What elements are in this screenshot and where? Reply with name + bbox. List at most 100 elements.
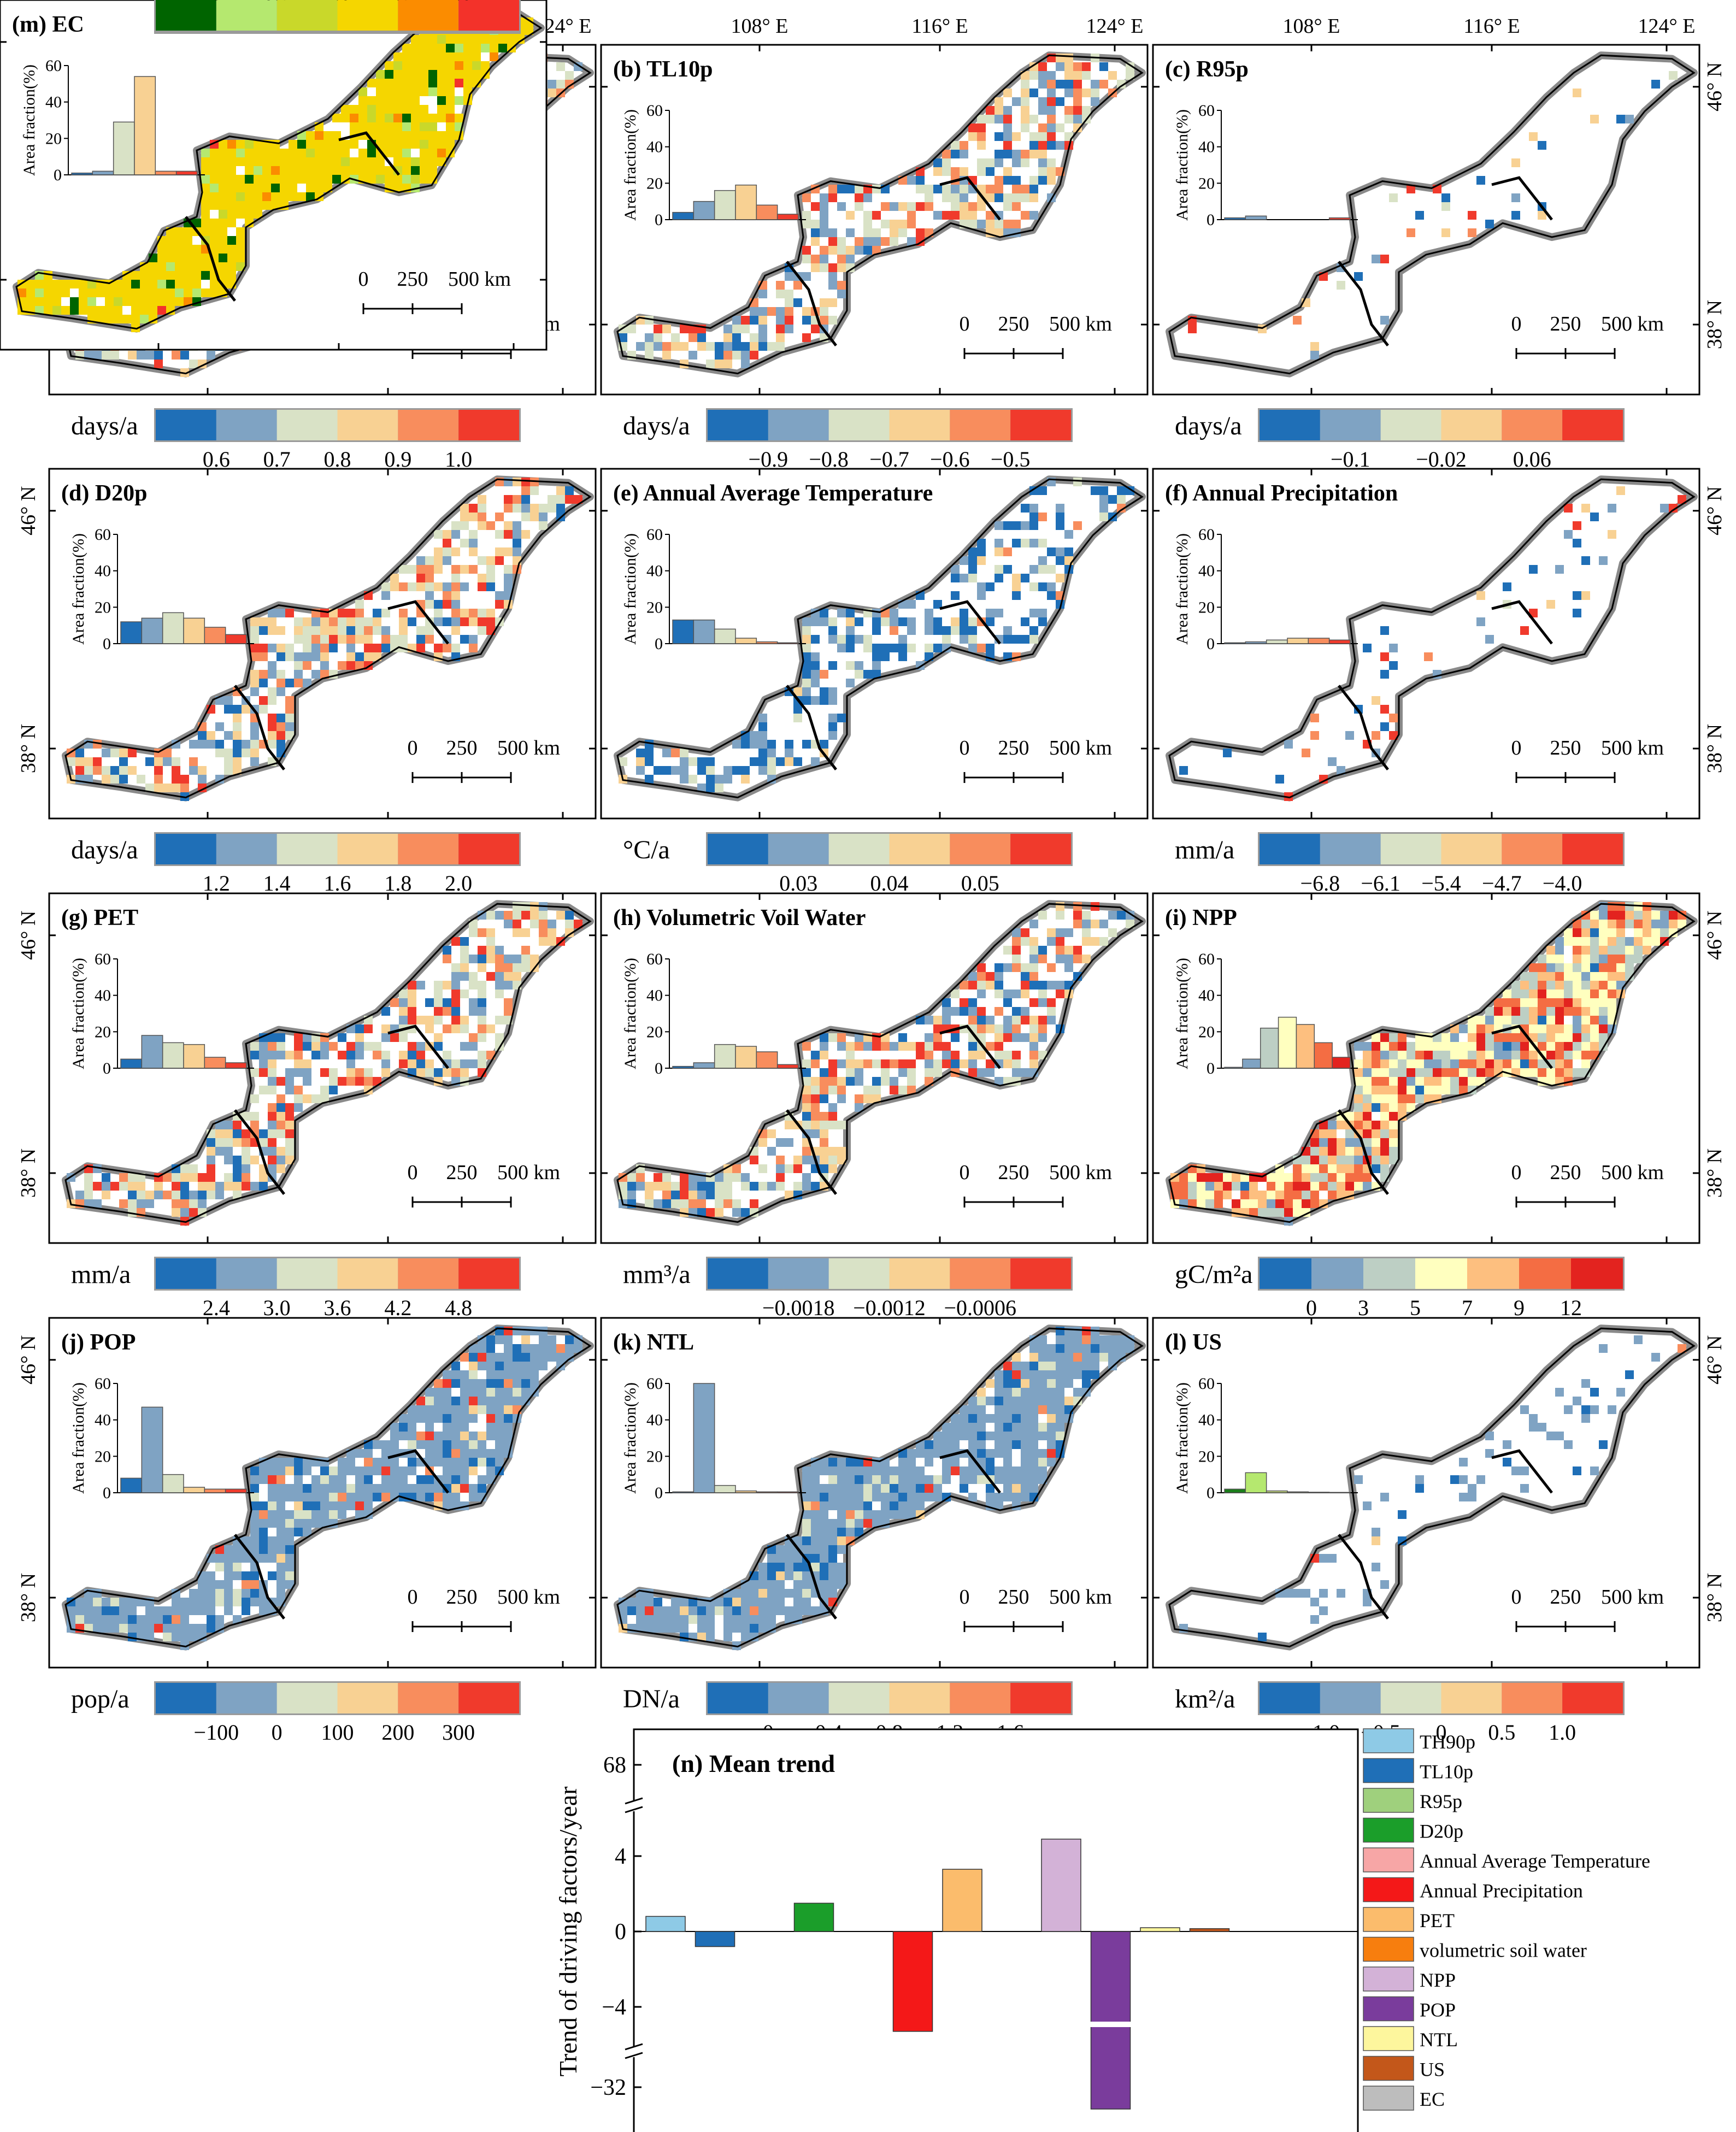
hist-bar (693, 619, 715, 644)
hist-axis-label: Area fraction(%) (621, 533, 639, 645)
hist-bar (1308, 638, 1330, 644)
legend-swatch (1363, 2086, 1414, 2111)
lat-label: 46° N (0, 0, 25, 5)
hist-bar (714, 1485, 736, 1493)
scale-label: 250 (1550, 1586, 1581, 1609)
legend-swatch (1363, 2056, 1414, 2081)
hist-bar (1224, 217, 1246, 220)
panel-title: (f) Annual Precipitation (1165, 481, 1398, 506)
inset-histogram: 0 20 40 60 Area fraction(%) (69, 1375, 254, 1502)
province-boundary (939, 176, 1001, 221)
hist-bar (693, 201, 715, 220)
y-tick-label: −32 (590, 2075, 626, 2100)
colorbar-swatch (1502, 1683, 1563, 1713)
panel-title: (m) EC (12, 12, 84, 37)
hist-bar (225, 1488, 247, 1493)
inset-histogram: 0 20 40 60 Area fraction(%) (20, 57, 205, 184)
hist-bar (672, 1065, 695, 1069)
colorbar-tick-label: 0.06 (1513, 447, 1551, 472)
map-panel-j: (j) POP 0 20 40 60 Area fraction(%) 0 250 500 km (48, 1317, 597, 1669)
panel-title: (e) Annual Average Temperature (613, 481, 933, 506)
scale-label: 250 (998, 1586, 1029, 1609)
colorbar-swatch (1260, 410, 1320, 440)
colorbar-unit: days/a (71, 835, 138, 864)
hist-axis-label: Area fraction(%) (1173, 533, 1191, 645)
colorbar-swatch (828, 1258, 890, 1289)
colorbar-swatch (1441, 834, 1502, 864)
colorbar-swatch (889, 834, 950, 864)
hist-tick-label: 40 (95, 1411, 111, 1429)
colorbar-tick-label: 0.03 (779, 871, 817, 896)
hist-bar (141, 617, 163, 644)
hist-tick-label: 60 (1198, 102, 1215, 120)
colorbar-swatch (950, 1258, 1011, 1289)
scale-bar: 0 250 500 km (960, 313, 1112, 359)
lon-label: 124° E (1086, 15, 1144, 38)
hist-bar (735, 638, 757, 644)
legend-label: EC (1420, 2088, 1445, 2110)
region-border (64, 1327, 592, 1648)
bar-tl10p (695, 1931, 735, 1947)
chart-frame (633, 1728, 1359, 2132)
scale-label: 500 km (1049, 313, 1112, 335)
hist-tick-label: 20 (95, 1447, 111, 1465)
colorbar-tick-label: 1.0 (1549, 1720, 1576, 1745)
colorbar-swatch (1519, 1258, 1571, 1289)
colorbar-unit: °C/a (623, 835, 670, 864)
colorbar-swatch (1260, 1683, 1320, 1713)
hist-bar (1242, 1058, 1261, 1069)
scale-label: 250 (1550, 313, 1581, 335)
hist-bar (225, 634, 247, 644)
scale-bar: 0 250 500 km (960, 1586, 1112, 1632)
colorbar-tick-label: 1.0 (445, 447, 472, 472)
scale-label: 500 km (1049, 1586, 1112, 1609)
colorbar-tick-label: 0.5 (1488, 1720, 1515, 1745)
province-boundary (786, 1109, 837, 1195)
colorbar-swatch (458, 834, 519, 864)
colorbar-swatch (1260, 834, 1320, 864)
hist-bar (162, 612, 184, 644)
map-panel-b: (b) TL10p 0 20 40 60 Area fraction(%) 0 250 500 … (600, 44, 1149, 396)
inset-histogram: 0 20 40 60 Area fraction(%) (69, 526, 254, 653)
colorbar-tick-label: 2.0 (445, 0, 472, 5)
region-border (64, 478, 592, 799)
colorbar-unit: days/a (623, 411, 690, 440)
colorbar-swatch (1010, 1683, 1071, 1713)
colorbar-tick-label: 4.2 (384, 1295, 411, 1320)
hist-tick-label: 0 (655, 1059, 663, 1077)
hist-bar (71, 172, 93, 175)
bar-d20p (793, 1903, 834, 1932)
colorbar-swatch (1010, 410, 1071, 440)
hist-bar (735, 184, 757, 220)
y-tick-label: 4 (615, 1844, 626, 1869)
scale-label: 250 (1550, 737, 1581, 759)
province-boundary (387, 1024, 449, 1069)
colorbar-swatch (458, 1683, 519, 1713)
scale-bar: 0 250 500 km (960, 1161, 1112, 1208)
colorbar-tick-label: 7 (1462, 1295, 1473, 1320)
hist-bar (120, 1477, 143, 1493)
colorbar-tick-label: 0.5 (263, 0, 291, 5)
colorbar-tick-label: 3 (1358, 1295, 1369, 1320)
colorbar-tick-label: −0.8 (809, 447, 849, 472)
province-boundary (1491, 176, 1553, 221)
colorbar-swatch (337, 0, 398, 31)
hist-bar (1314, 1042, 1333, 1069)
scale-label: 250 (446, 1161, 478, 1184)
colorbar-unit: mm³/a (623, 1260, 691, 1289)
colorbar-swatch (156, 0, 216, 31)
scale-label: 0 (1511, 737, 1522, 759)
province-boundary (1491, 1449, 1553, 1494)
colorbar-tick-label: −6.1 (1361, 871, 1400, 896)
hist-axis-label: Area fraction(%) (621, 1382, 639, 1494)
colorbar-tick-label: −0.9 (749, 447, 788, 472)
colorbar-tick-label: 9 (1514, 1295, 1525, 1320)
hist-tick-label: 40 (646, 1411, 663, 1429)
scale-label: 250 (446, 737, 478, 759)
colorbar-a: days/a 0.6 0.7 0.8 0.9 1.0 (71, 408, 521, 472)
hist-tick-label: 60 (95, 950, 111, 968)
lon-label: 116° E (911, 15, 968, 38)
map-panel-i: (i) NPP 0 20 40 60 Area fraction(%) 0 250 500 km (1152, 892, 1700, 1244)
scale-label: 0 (960, 737, 970, 759)
legend-label: D20p (1420, 1821, 1463, 1842)
